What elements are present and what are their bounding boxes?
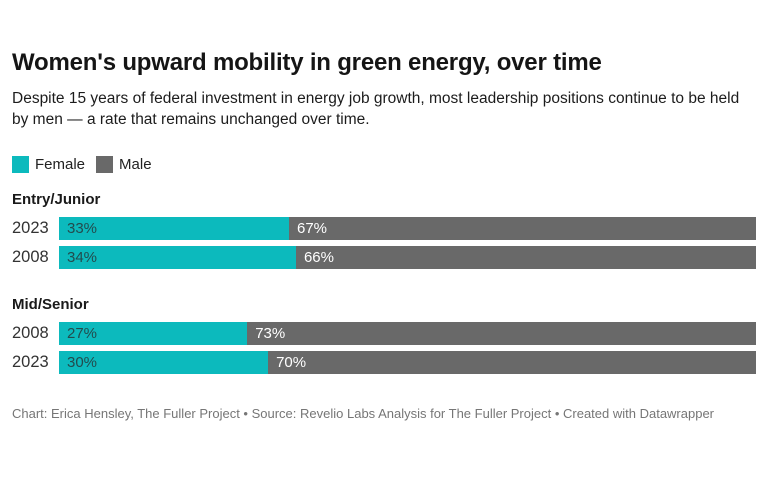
row-year-label: 2023 xyxy=(12,219,49,237)
row-year-label: 2008 xyxy=(12,324,49,342)
bar-value-label: 30% xyxy=(67,354,98,371)
chart-subtitle: Despite 15 years of federal investment i… xyxy=(12,90,740,128)
bar-row: 2008 27% 73% xyxy=(12,322,756,345)
group-header: Entry/Junior xyxy=(12,191,101,208)
bar-value-label: 73% xyxy=(255,325,286,342)
bar-row: 2008 34% 66% xyxy=(12,246,756,269)
male-bar-segment: 73% xyxy=(247,322,756,345)
male-bar-segment: 70% xyxy=(268,351,756,374)
chart-footer-byline: Chart: Erica Hensley, The Fuller Project… xyxy=(12,406,715,421)
chart-title: Women's upward mobility in green energy,… xyxy=(12,49,602,76)
stacked-bar: 30% 70% xyxy=(59,351,756,374)
male-swatch-icon xyxy=(96,156,114,173)
legend-label: Female xyxy=(35,156,86,173)
female-bar-segment: 30% xyxy=(59,351,269,374)
stacked-bar: 34% 66% xyxy=(59,246,756,269)
female-bar-segment: 27% xyxy=(59,322,248,345)
female-bar-segment: 33% xyxy=(59,217,289,240)
row-year-label: 2023 xyxy=(12,353,49,371)
male-bar-segment: 66% xyxy=(295,246,756,269)
female-swatch-icon xyxy=(12,156,29,173)
legend: Female Male xyxy=(12,156,756,173)
legend-item-female: Female xyxy=(12,156,85,173)
row-year-label: 2008 xyxy=(12,248,49,266)
stacked-bar: 33% 67% xyxy=(59,217,756,240)
female-bar-segment: 34% xyxy=(59,246,296,269)
bar-value-label: 34% xyxy=(67,249,98,266)
male-bar-segment: 67% xyxy=(289,217,756,240)
group-header: Mid/Senior xyxy=(12,296,89,313)
bar-value-label: 67% xyxy=(297,220,328,237)
bar-value-label: 66% xyxy=(303,249,334,266)
stacked-bar: 27% 73% xyxy=(59,322,756,345)
bar-value-label: 70% xyxy=(276,354,307,371)
bar-value-label: 27% xyxy=(67,325,98,342)
legend-label: Male xyxy=(119,156,152,173)
bar-value-label: 33% xyxy=(67,220,98,237)
bar-groups: Entry/Junior 2023 33% 67% 2008 34% 66% Mid/Seni… xyxy=(12,191,756,374)
bar-row: 2023 33% 67% xyxy=(12,217,756,240)
chart-container: Women's upward mobility in green energy,… xyxy=(0,48,768,422)
bar-row: 2023 30% 70% xyxy=(12,351,756,374)
legend-item-male: Male xyxy=(96,156,152,173)
